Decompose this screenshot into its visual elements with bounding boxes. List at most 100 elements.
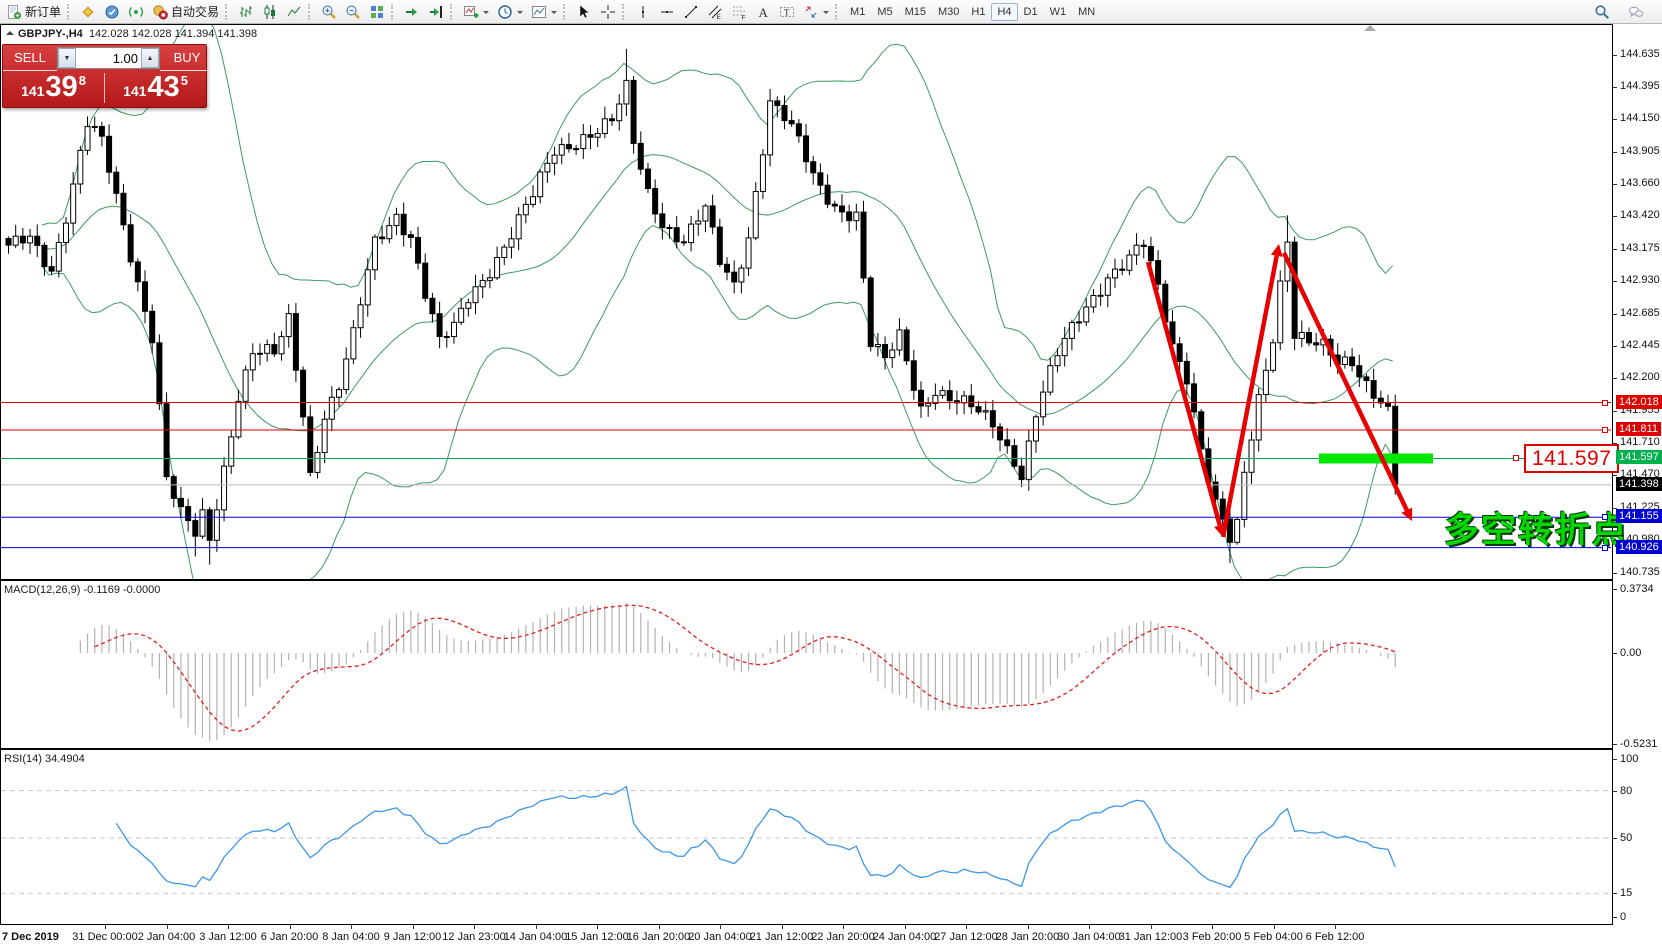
autotrading-icon: [152, 4, 168, 20]
buy-button[interactable]: BUY: [160, 45, 214, 71]
autotrading-button[interactable]: 自动交易: [148, 1, 223, 23]
line-chart-button[interactable]: [282, 1, 306, 23]
one-click-trade-panel: SELL ▼ ▲ BUY 141 39 8 141 43 5: [2, 44, 214, 108]
buy-price-big: 43: [147, 71, 180, 103]
equidistant-channel-button[interactable]: E: [703, 1, 727, 23]
timeframe-h1-button[interactable]: H1: [971, 5, 986, 18]
chevron-down-icon[interactable]: [517, 10, 524, 17]
volume-up-button[interactable]: ▲: [141, 48, 159, 68]
toolbar-grip: [563, 3, 568, 20]
bar-chart-button[interactable]: [234, 1, 258, 23]
price-tick-label: 143.420: [1620, 209, 1660, 221]
date-label: 31 Jan 12:00: [1118, 931, 1183, 943]
timeframe-d1-button[interactable]: D1: [1023, 5, 1038, 18]
periods-button[interactable]: [493, 1, 527, 23]
price-tick-label: 142.200: [1620, 371, 1660, 383]
autoscroll-button[interactable]: [400, 1, 424, 23]
chevron-down-icon[interactable]: [483, 10, 490, 17]
rsi-chart: [0, 749, 1613, 925]
buy-price[interactable]: 141 43 5: [105, 71, 206, 105]
timeframe-m5-button[interactable]: M5: [877, 5, 893, 18]
price-axis[interactable]: 144.635 144.395 144.150 143.905 143.660 143.4…: [1613, 0, 1662, 947]
sell-price[interactable]: 141 39 8: [3, 71, 104, 105]
time-tick: [228, 925, 229, 929]
time-tick: [843, 925, 844, 929]
candlestick-button[interactable]: [258, 1, 282, 23]
main-chart-panel[interactable]: GBPJPY-,H4 142.028 142.028 141.394 141.3…: [0, 13, 1627, 662]
templates-button[interactable]: [527, 1, 561, 23]
toolbar-grip: [67, 3, 72, 20]
chevron-down-icon[interactable]: [551, 10, 558, 17]
chart-shift-icon: [428, 4, 444, 20]
volume-input[interactable]: [76, 49, 141, 67]
toolbar-group: [400, 1, 448, 23]
timeframe-m30-button[interactable]: M30: [938, 5, 960, 18]
date-label: 15 Jan 12:00: [565, 931, 629, 943]
time-axis[interactable]: 7 Dec 2019 31 Dec 00:00 2 Jan 04:00 3 Jan 1…: [0, 925, 1613, 947]
macd-panel[interactable]: MACD(12,26,9) -0.1169 -0.0000: [0, 580, 1613, 749]
indicators-button[interactable]: [459, 1, 493, 23]
date-label: 24 Jan 04:00: [872, 931, 937, 943]
indicators-icon: [463, 4, 479, 20]
candlestick-icon: [262, 4, 278, 20]
zoom-out-button[interactable]: [341, 1, 365, 23]
line-anchor-handle[interactable]: [1602, 427, 1608, 433]
timeframe-mn-button[interactable]: MN: [1078, 5, 1096, 18]
price-tick-label: 144.635: [1620, 48, 1660, 60]
timeframe-m1-button[interactable]: M1: [850, 5, 866, 18]
market-button[interactable]: [100, 1, 124, 23]
line-anchor-handle[interactable]: [1602, 514, 1608, 520]
fibonacci-button[interactable]: F: [727, 1, 751, 23]
price-chart[interactable]: [0, 13, 1613, 662]
search-button[interactable]: [1590, 1, 1614, 23]
axis-tick: [1613, 152, 1617, 153]
time-tick: [351, 925, 352, 929]
chart-shift-button[interactable]: [424, 1, 448, 23]
line-anchor-handle[interactable]: [1513, 455, 1519, 461]
vertical-line-button[interactable]: [631, 1, 655, 23]
signals-button[interactable]: [124, 1, 148, 23]
cursor-button[interactable]: [572, 1, 596, 23]
templates-icon: [531, 4, 547, 20]
collapse-panel-icon[interactable]: [6, 27, 14, 36]
axis-tick: [1613, 55, 1617, 56]
text-icon: A: [755, 4, 771, 20]
annotation-text[interactable]: 多空转折点: [1444, 511, 1630, 550]
crosshair-icon: [600, 4, 616, 20]
arrows-button[interactable]: [799, 1, 833, 23]
line-anchor-handle[interactable]: [1602, 545, 1608, 551]
sell-button[interactable]: SELL: [3, 45, 57, 71]
zoom-in-button[interactable]: [317, 1, 341, 23]
new-order-button[interactable]: 新订单: [2, 1, 65, 23]
line-anchor-handle[interactable]: [1602, 400, 1608, 406]
timeframe-h4-button[interactable]: H4: [991, 2, 1018, 21]
price-line-badge: 141.811: [1616, 422, 1661, 436]
time-tick: [720, 925, 721, 929]
buy-price-sup: 5: [180, 73, 188, 88]
axis-tick: [1613, 119, 1617, 120]
price-line-badge: 141.398: [1616, 477, 1662, 491]
rsi-tick-label: 15: [1620, 887, 1633, 899]
text-button[interactable]: A: [751, 1, 775, 23]
timeframe-w1-button[interactable]: W1: [1049, 5, 1067, 18]
metaeditor-button[interactable]: [76, 1, 100, 23]
tile-windows-button[interactable]: [365, 1, 389, 23]
timeframe-m15-button[interactable]: M15: [904, 5, 926, 18]
volume-down-button[interactable]: ▼: [58, 48, 76, 68]
axis-tick: [1613, 216, 1617, 217]
trendline-button[interactable]: [679, 1, 703, 23]
rsi-tick-label: 100: [1620, 753, 1639, 765]
rsi-panel[interactable]: RSI(14) 34.4904: [0, 749, 1613, 925]
new-order-icon: [6, 4, 22, 20]
date-label: 28 Jan 20:00: [995, 931, 1060, 943]
support-price-label[interactable]: 141.597: [1524, 444, 1620, 473]
date-label: 8 Jan 04:00: [322, 931, 380, 943]
community-button[interactable]: [1624, 1, 1648, 23]
date-label: 30 Jan 04:00: [1057, 931, 1121, 943]
time-tick: [1089, 925, 1090, 929]
chevron-down-icon[interactable]: [823, 10, 830, 17]
text-label-button[interactable]: T: [775, 1, 799, 23]
horizontal-line-button[interactable]: [655, 1, 679, 23]
crosshair-button[interactable]: [596, 1, 620, 23]
